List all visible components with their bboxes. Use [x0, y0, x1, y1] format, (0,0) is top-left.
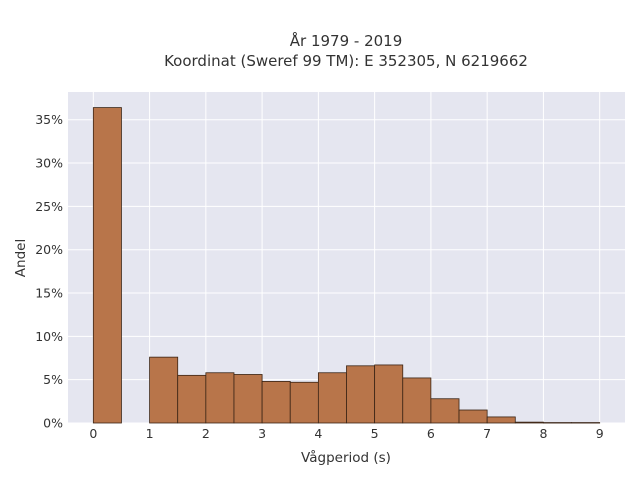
histogram-bar	[374, 364, 404, 424]
x-tick-label: 9	[596, 426, 604, 441]
histogram-bar	[571, 422, 601, 424]
histogram-bar	[543, 422, 572, 424]
histogram-bar	[289, 381, 319, 424]
histogram-bar	[402, 377, 432, 424]
x-tick-label: 3	[258, 426, 266, 441]
y-tick-label: 20%	[35, 242, 63, 257]
y-tick-label: 10%	[35, 329, 63, 344]
y-axis-label: Andel	[13, 239, 29, 277]
x-tick-label: 8	[539, 426, 547, 441]
bars-group	[92, 107, 601, 424]
histogram-bar	[458, 409, 488, 424]
histogram-bar	[430, 398, 460, 424]
histogram-bar	[92, 107, 122, 424]
x-axis-ticks: 0 1 2 3 4 5 6 7 8 9	[89, 426, 603, 441]
y-tick-label: 25%	[35, 199, 63, 214]
histogram-bar	[149, 356, 179, 424]
y-axis-ticks: 0% 5% 10% 15% 20% 25% 30% 35%	[35, 112, 63, 430]
x-axis-label: Vågperiod (s)	[301, 449, 391, 466]
histogram-bar	[514, 421, 544, 424]
histogram-bar	[177, 374, 207, 424]
x-tick-label: 5	[371, 426, 379, 441]
y-tick-label: 0%	[43, 416, 63, 431]
histogram-bar	[261, 381, 291, 424]
chart-title: År 1979 - 2019	[290, 31, 403, 50]
chart-subtitle: Koordinat (Sweref 99 TM): E 352305, N 62…	[164, 52, 528, 70]
histogram-bar	[205, 372, 235, 424]
histogram-bar	[346, 365, 376, 424]
histogram-bar	[233, 374, 263, 424]
x-tick-label: 2	[202, 426, 210, 441]
x-tick-label: 7	[483, 426, 491, 441]
y-tick-label: 5%	[43, 372, 63, 387]
x-tick-label: 1	[146, 426, 154, 441]
histogram-bar	[486, 416, 516, 424]
x-tick-label: 6	[427, 426, 435, 441]
y-tick-label: 15%	[35, 286, 63, 301]
x-tick-label: 4	[314, 426, 322, 441]
y-tick-label: 35%	[35, 112, 63, 127]
y-tick-label: 30%	[35, 156, 63, 171]
histogram-bar	[317, 372, 347, 424]
x-tick-label: 0	[89, 426, 97, 441]
